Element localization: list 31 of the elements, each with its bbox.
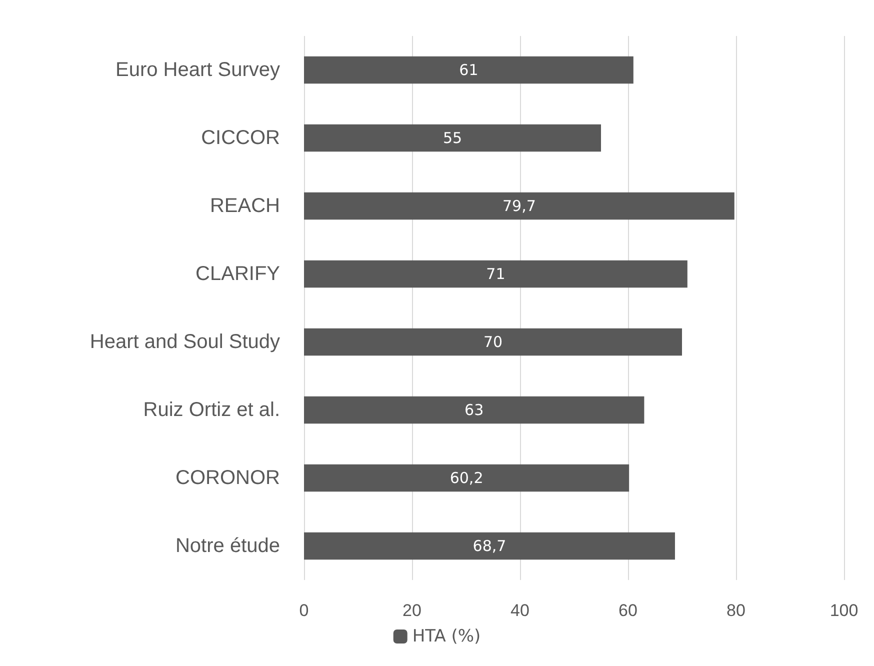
bar xyxy=(304,56,634,84)
data-label: 70 xyxy=(483,333,503,351)
bar xyxy=(304,464,630,492)
data-label: 71 xyxy=(486,265,506,283)
bar xyxy=(304,192,734,220)
bar xyxy=(304,124,601,152)
y-tick-label: CICCOR xyxy=(201,127,280,149)
x-tick-label: 80 xyxy=(726,601,746,620)
bar xyxy=(304,396,644,424)
y-tick-label: Euro Heart Survey xyxy=(115,59,280,81)
data-label: 55 xyxy=(442,129,462,147)
legend-label: HTA (%) xyxy=(412,626,481,646)
y-tick-label: REACH xyxy=(210,195,280,217)
bar xyxy=(304,328,682,356)
y-tick-label: Heart and Soul Study xyxy=(90,331,280,353)
data-label: 79,7 xyxy=(502,197,536,215)
x-tick-label: 100 xyxy=(830,601,858,620)
x-tick-label: 60 xyxy=(618,601,638,620)
y-tick-label: CLARIFY xyxy=(196,263,280,285)
y-tick-label: CORONOR xyxy=(176,467,280,489)
data-label: 63 xyxy=(464,401,484,419)
x-tick-label: 0 xyxy=(299,601,309,620)
bar xyxy=(304,260,688,288)
data-label: 61 xyxy=(459,61,478,79)
data-label: 68,7 xyxy=(472,537,506,555)
y-tick-label: Notre étude xyxy=(175,535,280,557)
x-tick-label: 20 xyxy=(402,601,422,620)
y-tick-label: Ruiz Ortiz et al. xyxy=(143,399,280,421)
x-tick-label: 40 xyxy=(510,601,530,620)
data-label: 60,2 xyxy=(450,469,484,487)
bar xyxy=(304,532,675,560)
